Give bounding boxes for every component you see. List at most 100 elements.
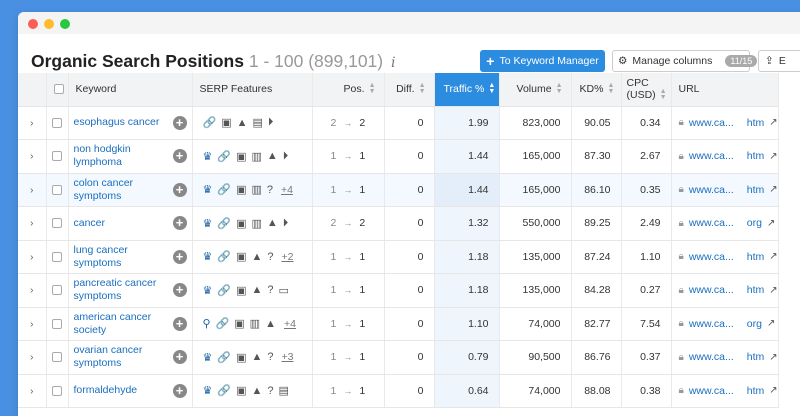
url-link[interactable]: www.ca... (688, 317, 734, 330)
graduation-icon[interactable]: ▲ (266, 150, 278, 163)
maximize-window-button[interactable] (60, 19, 70, 29)
keyword-link[interactable]: esophagus cancer (73, 116, 160, 129)
crown-icon[interactable]: ♛ (202, 217, 213, 230)
link-icon[interactable]: 🔗 (217, 217, 232, 230)
more-features-link[interactable]: +4 (281, 183, 293, 196)
col-traffic[interactable]: Traffic % ▲ ▼ (434, 73, 500, 107)
card-icon[interactable]: ▭ (278, 284, 289, 297)
keyword-link[interactable]: american cancer society (73, 310, 152, 336)
row-checkbox[interactable] (52, 218, 62, 229)
crown-icon[interactable]: ♛ (202, 385, 213, 398)
add-keyword-icon[interactable]: + (172, 182, 187, 197)
table-row[interactable]: › formaldehyde + ♛ 🔗 ▣ ▲? ▤ 1 → 1 0 0.64 74,000… (18, 374, 779, 408)
manage-columns-button[interactable]: ⚙ Manage columns 11/15 (612, 50, 758, 72)
article-icon[interactable]: ▥ (251, 184, 262, 197)
select-all-checkbox[interactable] (53, 84, 64, 95)
external-link-icon[interactable]: ↗ (769, 251, 778, 263)
chevron-right-icon[interactable]: › (30, 351, 34, 364)
add-keyword-icon[interactable]: + (172, 283, 187, 298)
table-row[interactable]: › lung cancer symptoms + ♛ 🔗 ▣ ▲? +2 1 → 1 0 1.… (18, 240, 779, 274)
article-icon[interactable]: ▥ (249, 318, 261, 331)
chevron-right-icon[interactable]: › (30, 384, 34, 397)
crown-icon[interactable]: ♛ (202, 351, 213, 364)
minimize-window-button[interactable] (44, 19, 54, 29)
crown-icon[interactable]: ♛ (202, 184, 213, 197)
image-icon[interactable]: ▤ (278, 385, 289, 398)
knowledge-icon[interactable]: ▣ (236, 150, 247, 163)
url-link[interactable]: www.ca... (688, 351, 734, 364)
knowledge-icon[interactable]: ▣ (221, 117, 232, 130)
external-link-icon[interactable]: ↗ (766, 217, 776, 229)
url-tail[interactable]: htm (746, 384, 765, 397)
link-icon[interactable]: 🔗 (217, 150, 232, 163)
row-checkbox[interactable] (52, 251, 62, 262)
col-kd[interactable]: KD% ▲ ▼ (571, 73, 622, 107)
url-link[interactable]: www.ca... (688, 183, 734, 196)
external-link-icon[interactable]: ↗ (769, 117, 778, 129)
keyword-link[interactable]: pancreatic cancer symptoms (73, 277, 157, 303)
link-icon[interactable]: 🔗 (217, 385, 232, 398)
table-row[interactable]: › colon cancer symptoms + ♛ 🔗 ▣ ▥? +4 1 → 1 0 1… (18, 173, 779, 207)
url-link[interactable]: www.ca... (688, 217, 734, 230)
crown-icon[interactable]: ♛ (202, 150, 213, 163)
add-keyword-icon[interactable]: + (172, 249, 187, 264)
question-icon[interactable]: ? (267, 250, 274, 263)
chevron-right-icon[interactable]: › (30, 317, 34, 330)
col-cpc[interactable]: CPC (USD) ▲ ▼ (621, 73, 672, 107)
row-checkbox[interactable] (52, 151, 62, 162)
knowledge-icon[interactable]: ▣ (236, 284, 247, 297)
url-tail[interactable]: htm (746, 150, 765, 163)
more-features-link[interactable]: +2 (281, 250, 294, 263)
question-icon[interactable]: ? (267, 351, 274, 364)
keyword-link[interactable]: lung cancer symptoms (73, 243, 128, 269)
table-row[interactable]: › pancreatic cancer symptoms + ♛ 🔗 ▣ ▲? ▭ 1 → 1… (18, 273, 779, 308)
chevron-right-icon[interactable]: › (30, 250, 34, 263)
chevron-right-icon[interactable]: › (30, 116, 34, 129)
row-checkbox[interactable] (52, 117, 62, 128)
video-icon[interactable]: ⏵ (267, 116, 274, 129)
image-icon[interactable]: ▤ (252, 117, 263, 130)
add-keyword-icon[interactable]: + (172, 316, 187, 331)
link-icon[interactable]: 🔗 (217, 184, 232, 197)
more-features-link[interactable]: +4 (283, 317, 296, 330)
graduation-icon[interactable]: ▲ (251, 351, 263, 364)
info-icon[interactable]: i (391, 55, 396, 71)
crown-icon[interactable]: ♛ (202, 251, 213, 264)
keyword-manager-button[interactable]: + To Keyword Manager (480, 50, 605, 72)
row-checkbox[interactable] (52, 385, 62, 396)
external-link-icon[interactable]: ↗ (769, 150, 778, 162)
url-tail[interactable]: htm (746, 116, 765, 129)
graduation-icon[interactable]: ▲ (266, 217, 278, 230)
article-icon[interactable]: ▥ (251, 150, 262, 163)
link-icon[interactable]: 🔗 (202, 117, 217, 130)
row-checkbox[interactable] (52, 318, 62, 329)
chevron-right-icon[interactable]: › (30, 183, 34, 196)
url-tail[interactable]: htm (746, 183, 765, 196)
url-tail[interactable]: org (746, 317, 762, 330)
external-link-icon[interactable]: ↗ (769, 351, 778, 363)
close-window-button[interactable] (28, 19, 38, 29)
table-row[interactable]: › cancer + ♛ 🔗 ▣ ▥ ▲ ⏵ 2 → 2 0 1.32 550,000 89.2… (18, 206, 779, 241)
col-keyword[interactable]: Keyword (68, 73, 193, 107)
knowledge-icon[interactable]: ▣ (234, 318, 245, 331)
col-pos[interactable]: Pos. ▲ ▼ (312, 73, 385, 107)
knowledge-icon[interactable]: ▣ (236, 251, 247, 264)
link-icon[interactable]: 🔗 (217, 251, 232, 264)
link-icon[interactable]: 🔗 (215, 318, 230, 331)
url-link[interactable]: www.ca... (688, 284, 734, 297)
table-row[interactable]: › ovarian cancer symptoms + ♛ 🔗 ▣ ▲? +3 1 → 1 0… (18, 340, 779, 375)
link-icon[interactable]: 🔗 (217, 284, 232, 297)
table-row[interactable]: › american cancer society + ⚲ 🔗 ▣ ▥ ▲ +4 1 → 1 0… (18, 307, 779, 341)
url-link[interactable]: www.ca... (688, 116, 734, 129)
link-icon[interactable]: 🔗 (217, 351, 232, 364)
table-row[interactable]: › non hodgkin lymphoma + ♛ 🔗 ▣ ▥ ▲ ⏵ 1 → 1 0 1.4… (18, 139, 779, 174)
add-keyword-icon[interactable]: + (172, 149, 187, 164)
url-link[interactable]: www.ca... (688, 384, 734, 397)
chevron-right-icon[interactable]: › (30, 217, 34, 230)
col-volume[interactable]: Volume ▲ ▼ (499, 73, 572, 107)
add-keyword-icon[interactable]: + (172, 115, 187, 130)
url-tail[interactable]: htm (746, 284, 765, 297)
url-tail[interactable]: org (746, 217, 762, 230)
row-checkbox[interactable] (52, 285, 62, 296)
graduation-icon[interactable]: ▲ (251, 284, 263, 297)
